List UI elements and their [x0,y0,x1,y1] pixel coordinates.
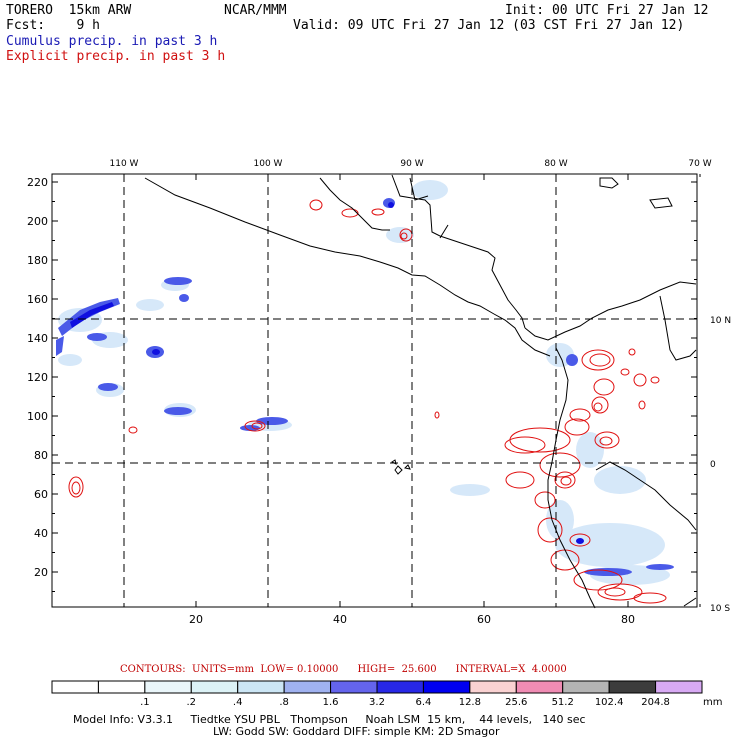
longitude-label: 70 W [688,159,711,169]
y-tick-label: 220 [27,176,48,189]
y-tick-label: 140 [27,332,48,345]
x-tick-label: 80 [621,613,635,626]
colorbar-swatch [144,680,192,694]
colorbar-swatch [469,680,517,694]
longitude-label: 90 W [400,159,423,169]
cumulus-light-shading [58,180,670,585]
y-tick-label: 200 [27,215,48,228]
y-tick-label: 100 [27,410,48,423]
colorbar-swatch [515,680,564,694]
y-tick-label: 160 [27,293,48,306]
longitude-label: 110 W [110,159,139,169]
model-info-line1: Model Info: V3.3.1 Tiedtke YSU PBL Thomp… [73,713,586,726]
colorbar-label: 6.4 [415,697,432,708]
latitude-label: 10 S [710,604,730,614]
colorbar [51,680,703,694]
y-tick-label: 40 [34,527,48,540]
model-info-line2: LW: Godd SW: Goddard DIFF: simple KM: 2D… [213,725,500,738]
y-tick-label: 20 [34,566,48,579]
x-tick-label: 40 [333,613,347,626]
colorbar-swatch [608,680,657,694]
x-tick-label: 60 [477,613,491,626]
colorbar-label: .1 [140,697,150,708]
colorbar-label: 12.8 [458,697,481,708]
cumulus-peak-shading [70,202,584,544]
colorbar-swatch [97,680,146,694]
colorbar-swatch [655,680,703,694]
explicit-field-label: Explicit precip. in past 3 h [6,49,226,64]
colorbar-swatch [562,680,610,694]
colorbar-label: .4 [232,697,243,708]
colorbar-swatch [376,680,424,694]
colorbar-swatch [51,680,99,694]
colorbar-unit: mm [703,697,723,708]
colorbar-label: .2 [186,697,197,708]
colorbar-label: 204.8 [641,697,670,708]
colorbar-swatch [237,680,285,694]
contour-info: CONTOURS: UNITS=mm LOW= 0.10000 HIGH= 25… [120,664,567,675]
init-time: Init: 00 UTC Fri 27 Jan 12 [505,3,709,18]
latitude-label: 10 N [710,316,731,326]
latitude-label: 0 [710,460,716,470]
y-tick-label: 60 [34,488,48,501]
colorbar-swatch [422,680,471,694]
y-tick-label: 180 [27,254,48,267]
colorbar-label: 1.6 [322,697,339,708]
colorbar-label: 3.2 [369,697,385,708]
valid-time: Valid: 09 UTC Fri 27 Jan 12 (03 CST Fri … [293,18,685,33]
org-label: NCAR/MMM [224,3,287,18]
x-tick-label: 20 [189,613,203,626]
y-tick-label: 80 [34,449,48,462]
longitude-label: 100 W [254,159,283,169]
cumulus-field-label: Cumulus precip. in past 3 h [6,34,218,49]
colorbar-label: 51.2 [551,697,574,708]
explicit-precip-contours [68,199,667,604]
colorbar-label: 102.4 [594,697,624,708]
map-frame [51,173,698,608]
colorbar-swatch [330,680,378,694]
forecast-hour: Fcst: 9 h [6,18,100,33]
axis-labels: 2040608010012014016018020022024026028030… [27,159,731,626]
model-name: TORERO 15km ARW [6,3,132,18]
colorbar-swatch [190,680,239,694]
graticule [52,174,697,607]
tick-marks [52,174,701,607]
cumulus-dark-shading [56,198,674,576]
colorbar-swatch [283,680,332,694]
y-tick-label: 120 [27,371,48,384]
colorbar-label: 25.6 [505,697,528,708]
colorbar-label: .8 [279,697,289,708]
longitude-label: 80 W [544,159,567,169]
